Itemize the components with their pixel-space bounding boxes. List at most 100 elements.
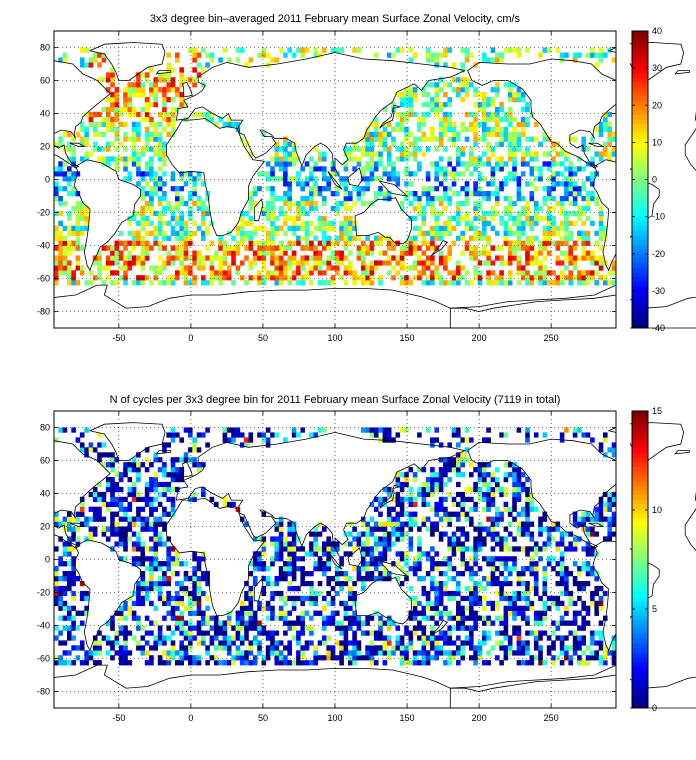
bin-cell [201,280,206,286]
bin-cell [525,605,530,611]
bin-cell [261,255,267,261]
bin-cell [598,275,604,281]
bin-cell [118,111,124,118]
bin-cell [348,205,353,212]
bin-cell [97,275,102,281]
bin-cell [525,270,530,276]
bin-cell [495,511,500,517]
bin-cell [469,280,474,286]
bin-cell [123,265,128,271]
bin-cell [166,87,171,93]
bin-cell [330,225,336,231]
bin-cell [114,166,120,172]
bin-cell [555,561,561,567]
bin-cell [507,521,513,527]
bin-cell [598,245,604,251]
bin-cell [131,141,137,147]
bin-cell [378,576,383,582]
bin-cell [408,141,414,147]
bin-cell [451,462,457,468]
bin-cell [469,615,474,621]
bin-cell [287,551,292,557]
bin-cell [430,491,435,498]
bin-cell [162,581,167,587]
bin-cell [408,585,414,592]
bin-cell [590,650,595,656]
bin-cell [486,156,491,162]
bin-cell [313,541,318,547]
bin-cell [170,275,176,281]
bin-cell [144,546,150,552]
bin-cell [438,600,444,607]
bin-cell [192,556,197,562]
bin-cell [404,660,409,666]
bin-cell [54,230,59,236]
bin-cell [261,47,267,53]
bin-cell [162,87,167,93]
bin-cell [330,220,336,226]
bin-cell [568,136,573,142]
bin-cell [335,171,340,177]
bin-cell [542,615,548,621]
bin-cell [525,136,530,142]
bin-cell [594,270,599,276]
bin-cell [136,240,141,246]
bin-cell [382,171,388,177]
bin-cell [369,546,375,552]
bin-cell [183,200,189,207]
bin-cell [101,57,107,63]
bin-cell [369,571,375,577]
bin-cell [425,491,431,498]
bin-cell [188,191,193,197]
bin-cell [101,635,107,641]
bin-cell [520,126,526,132]
bin-cell [395,561,401,567]
bin-cell [477,250,483,256]
bin-cell [438,501,444,507]
bin-cell [564,590,569,597]
bin-cell [127,87,133,93]
bin-cell [503,630,509,636]
bin-cell [239,47,245,53]
bin-cell [408,92,414,98]
bin-cell [136,77,141,83]
bin-cell [490,486,496,493]
bin-cell [477,270,483,276]
bin-cell [408,526,414,532]
bin-cell [136,126,141,132]
bin-cell [157,630,163,636]
bin-cell [162,506,167,512]
bin-cell [499,486,504,493]
bin-cell [373,235,379,241]
bin-cell [175,205,180,212]
bin-cell [183,77,189,83]
bin-cell [274,151,280,157]
bin-cell [218,625,223,631]
bin-cell [421,270,427,276]
bin-cell [533,151,539,157]
bin-cell [257,245,262,251]
bin-cell [486,131,491,137]
bin-cell [136,491,141,498]
bin-cell [456,615,461,621]
bin-cell [447,660,452,666]
bin-cell [170,97,176,103]
bin-cell [533,156,539,162]
bin-cell [343,176,349,182]
bin-cell [170,106,176,113]
bin-cell [434,52,439,58]
bin-cell [373,265,379,271]
bin-cell [460,541,465,547]
bin-cell [67,610,72,616]
bin-cell [360,280,366,286]
colorbar-tick-label: -20 [652,249,665,259]
bin-cell [58,536,63,542]
bin-cell [348,625,353,631]
bin-cell [157,215,163,221]
bin-cell [84,521,89,527]
bin-cell [326,536,331,542]
bin-cell [296,630,301,636]
bin-cell [175,581,180,587]
bin-cell [369,615,375,621]
bin-cell [482,161,487,167]
